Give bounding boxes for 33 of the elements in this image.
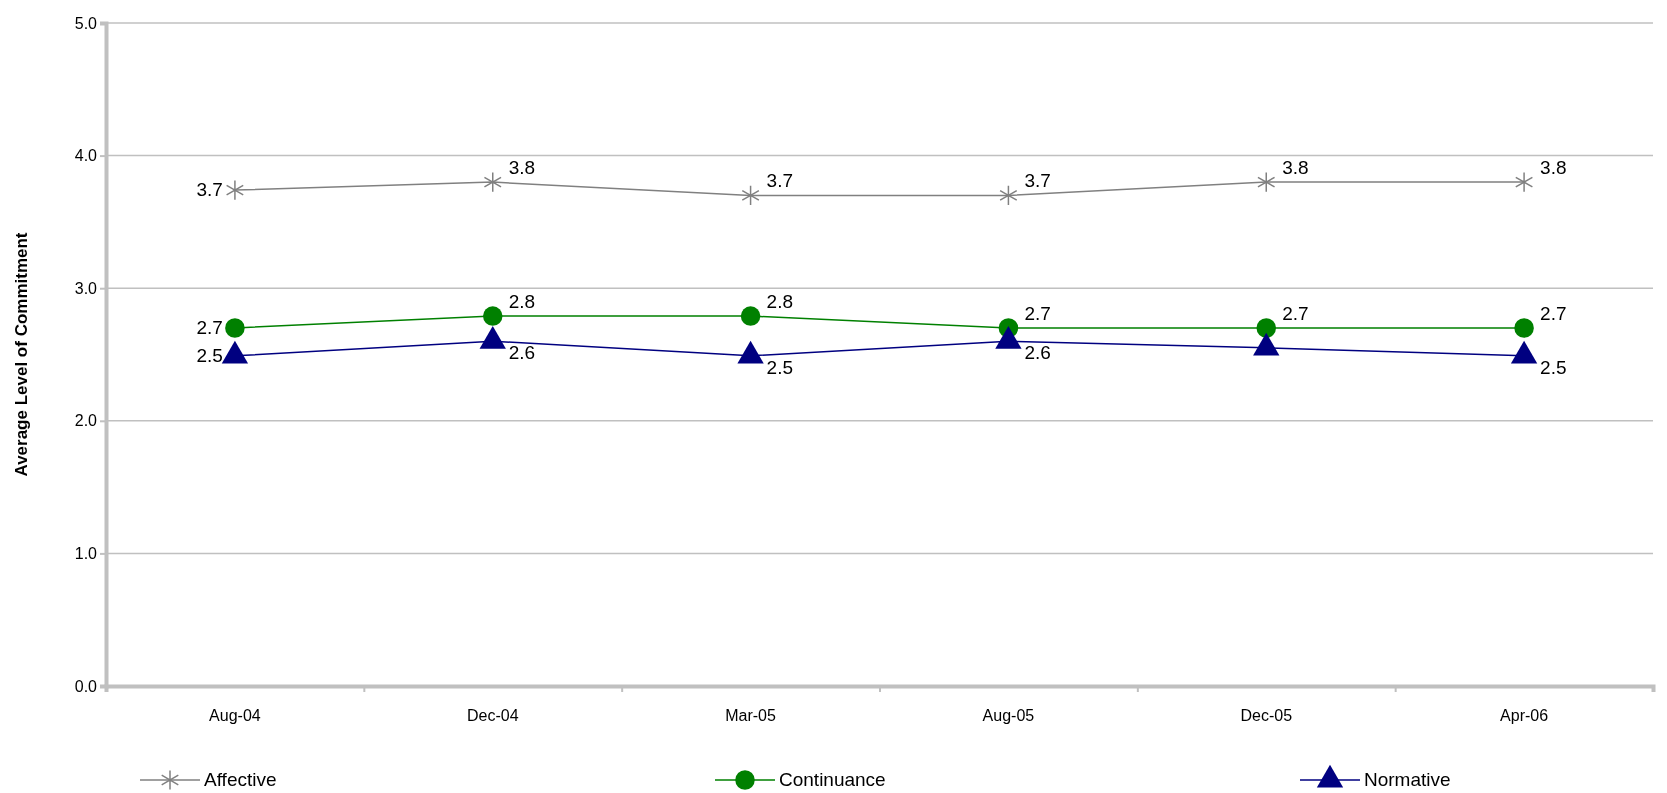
data-label: 3.7 — [1024, 170, 1051, 192]
data-label: 3.8 — [1282, 157, 1309, 179]
x-tick-label: Aug-05 — [982, 707, 1035, 724]
data-label: 3.7 — [766, 170, 794, 192]
legend-label: Normative — [1364, 769, 1451, 790]
x-tick-label: Apr-06 — [1500, 707, 1549, 724]
y-tick-label: 1.0 — [74, 545, 98, 563]
data-label: 2.7 — [1024, 302, 1051, 324]
data-label: 2.5 — [196, 344, 223, 366]
x-tick-label: Dec-04 — [466, 707, 519, 724]
y-tick-label: 2.0 — [74, 412, 98, 430]
data-label: 3.8 — [508, 157, 536, 179]
data-label: 2.5 — [1540, 356, 1567, 378]
data-label: 2.6 — [508, 342, 536, 364]
data-label: 2.6 — [1024, 342, 1051, 364]
y-tick-label: 5.0 — [74, 14, 98, 32]
y-tick-label: 4.0 — [74, 147, 98, 165]
x-tick-label: Aug-04 — [209, 707, 261, 724]
data-label: 2.7 — [196, 316, 223, 338]
data-label: 2.8 — [508, 291, 536, 313]
legend-label: Continuance — [779, 769, 886, 790]
y-tick-label: 0.0 — [74, 677, 98, 695]
data-label: 2.7 — [1282, 302, 1309, 324]
data-label: 3.7 — [196, 179, 223, 201]
y-tick-label: 3.0 — [74, 279, 98, 297]
data-label: 2.8 — [766, 291, 794, 313]
x-tick-label: Dec-05 — [1240, 707, 1293, 724]
data-label: 2.5 — [766, 356, 794, 378]
data-label: 2.7 — [1540, 302, 1567, 324]
x-tick-label: Mar-05 — [725, 707, 777, 724]
legend-label: Affective — [204, 769, 277, 790]
data-label: 3.8 — [1540, 157, 1567, 179]
y-axis-title: Average Level of Commitment — [12, 232, 31, 477]
